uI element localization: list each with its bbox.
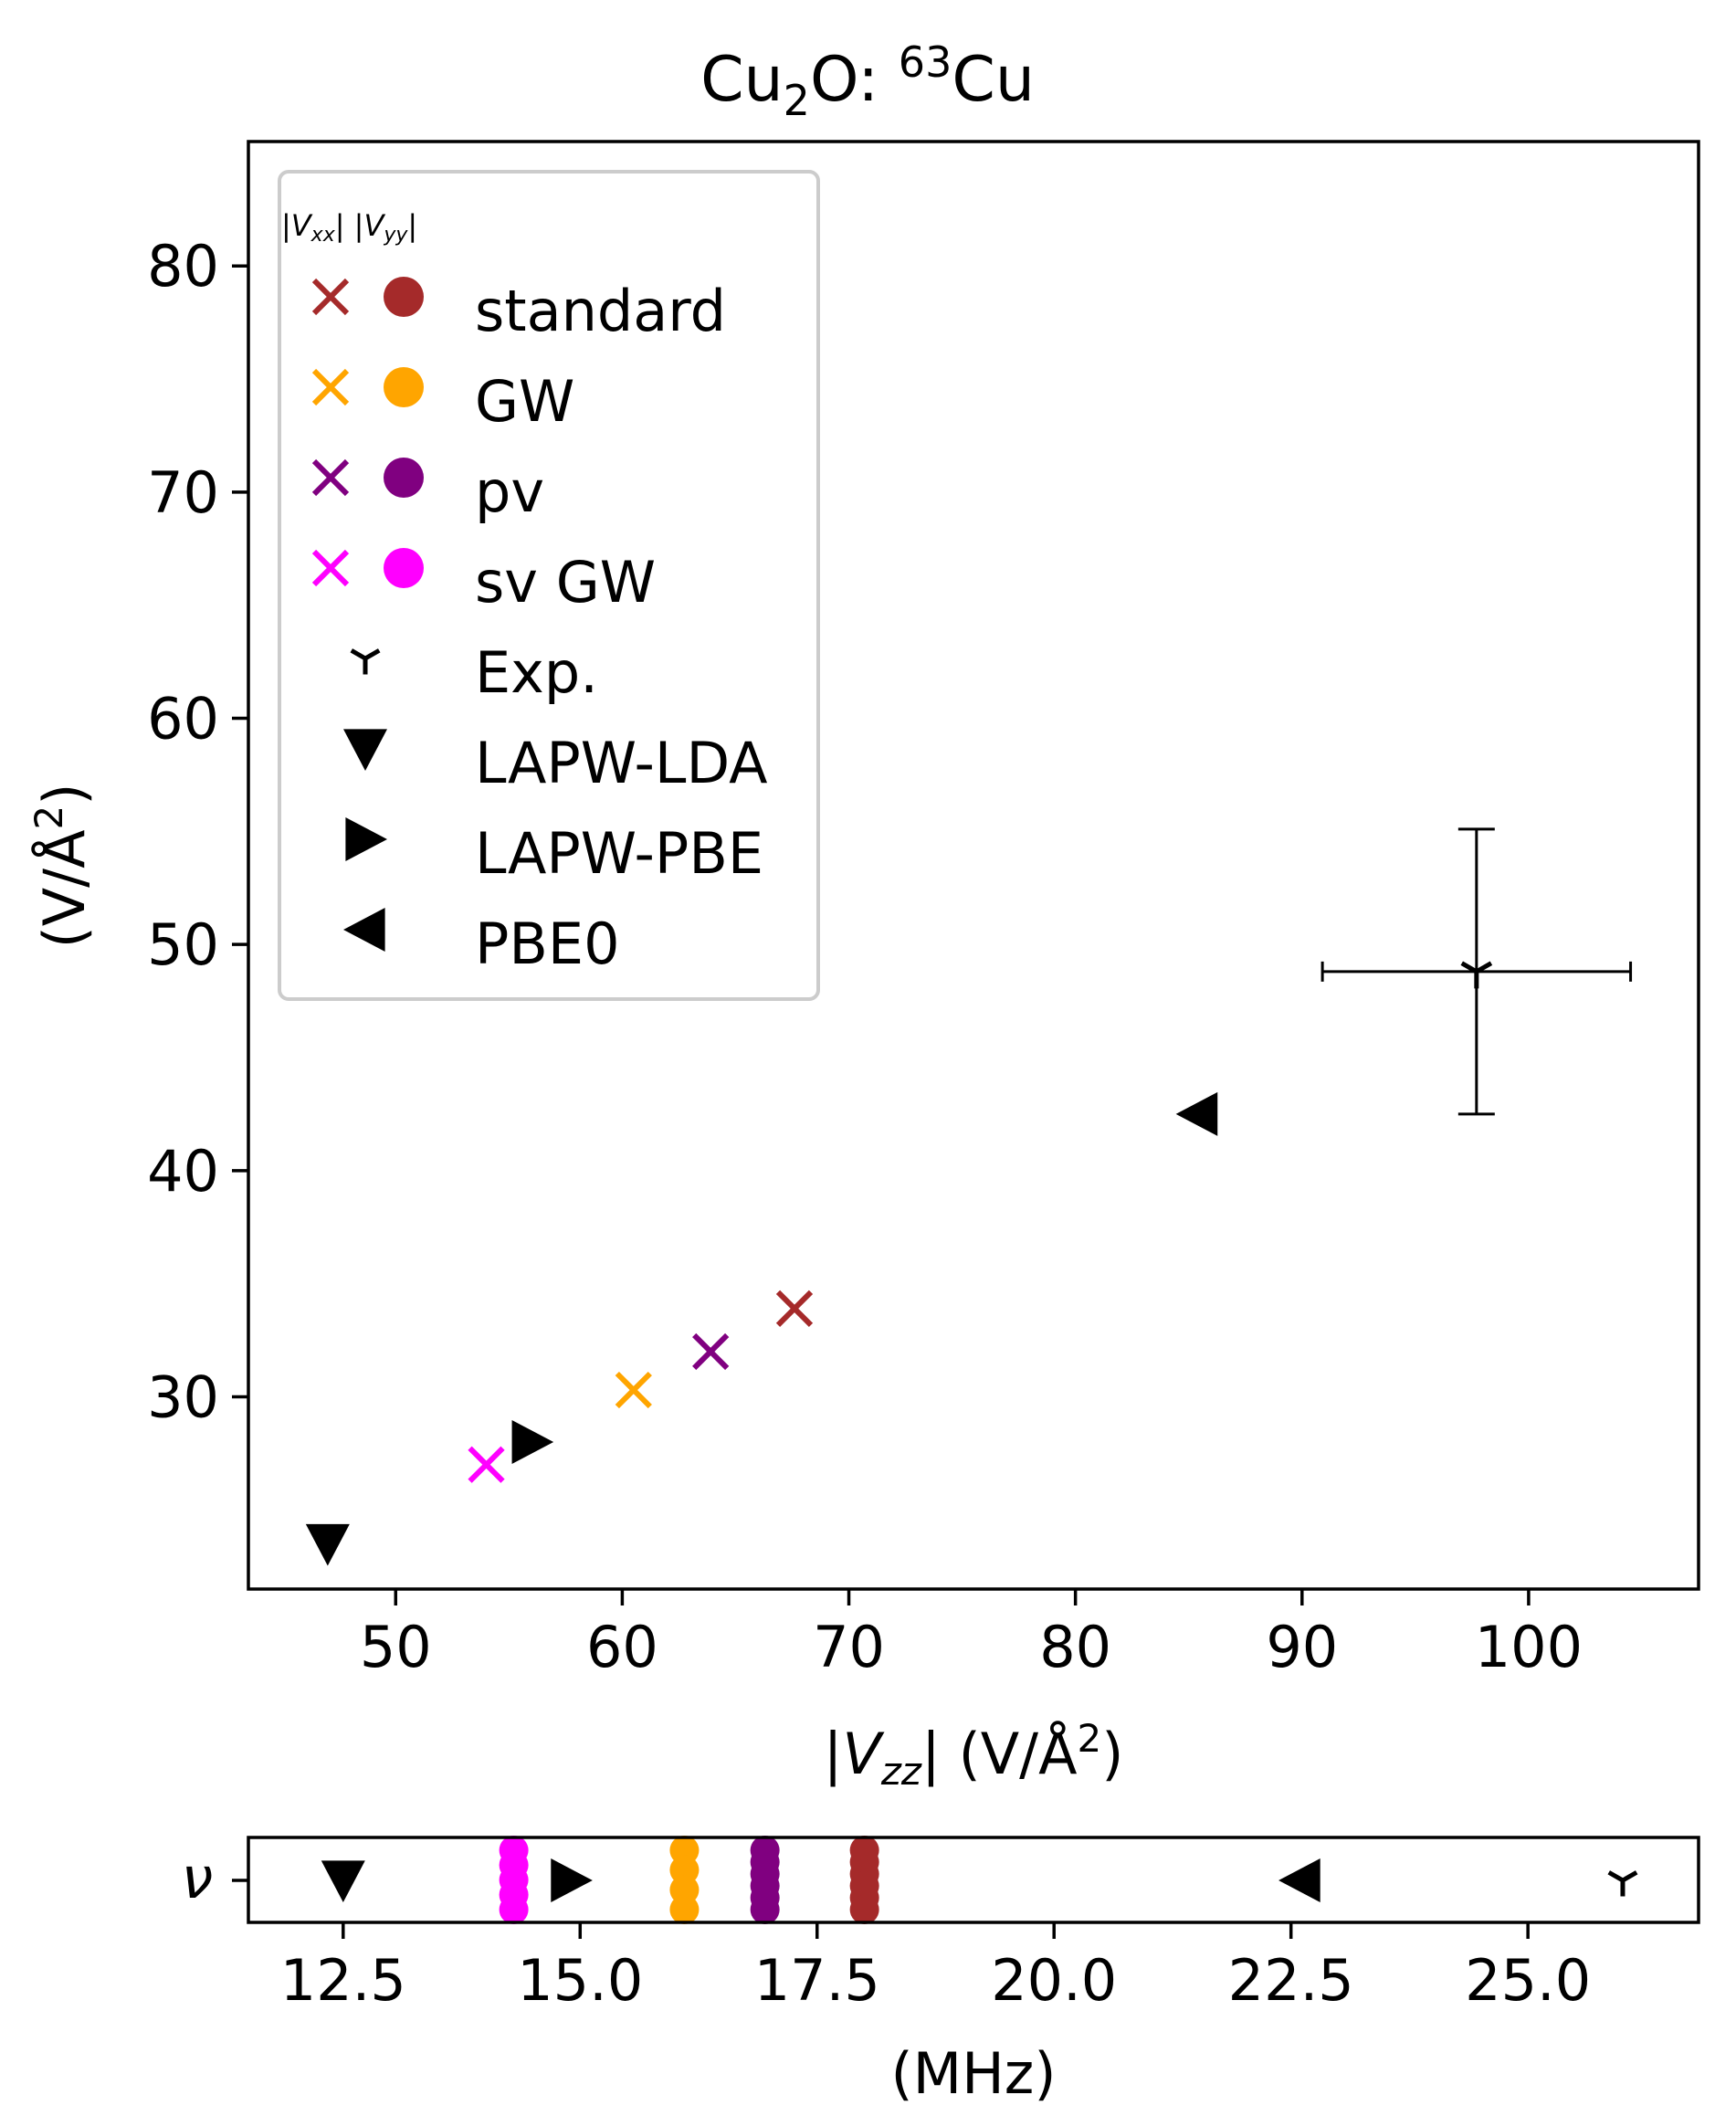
freq-x-tick-label-0: 12.5 [280, 1947, 406, 2014]
point-lapw-pbe-0 [511, 1420, 554, 1465]
main-x-axis-label: |Vzz| (V/Å2) [824, 1716, 1124, 1794]
freq-point-pbe0-0 [1278, 1858, 1320, 1902]
frequency-x-axis-label: (MHz) [890, 2040, 1056, 2107]
y-tick-label-30: 30 [147, 1363, 219, 1430]
legend-label-lapw-lda: LAPW-LDA [475, 730, 768, 796]
main-plot-markers [305, 827, 1633, 1566]
legend-label-exp: Exp. [475, 639, 598, 706]
freq-x-tick-label-1: 15.0 [517, 1947, 643, 2014]
point-gw-0 [615, 1371, 652, 1409]
x-tick-label-80: 80 [1039, 1614, 1111, 1680]
legend-marker-sv-gw-x [311, 549, 350, 587]
x-tick-label-60: 60 [586, 1614, 658, 1680]
legend-marker-pbe0 [343, 908, 385, 952]
freq-point-exp-0 [1607, 1870, 1638, 1897]
point-sv-gw-0 [468, 1446, 505, 1483]
freq-point-lapw-pbe-0 [551, 1858, 593, 1902]
legend-marker-gw-x [311, 368, 350, 406]
main-axis-ticks: 50 60 70 80 90 100 30 40 50 60 70 80 [147, 233, 1583, 1680]
freq-point-standard-5 [849, 1895, 879, 1924]
frequency-y-axis-label: ν [182, 1845, 214, 1911]
legend-marker-lapw-lda [343, 729, 387, 771]
freq-x-tick-label-2: 17.5 [754, 1947, 880, 2014]
x-tick-label-50: 50 [360, 1614, 432, 1680]
legend-marker-gw-dot [384, 367, 424, 407]
legend-label-lapw-pbe: LAPW-PBE [475, 820, 763, 887]
y-tick-label-60: 60 [147, 686, 219, 753]
frequency-plot-frame [247, 1836, 1700, 1924]
frequency-axis-ticks: 12.5 15.0 17.5 20.0 22.5 25.0 [232, 1879, 1591, 2014]
legend-marker-pv-x [311, 458, 350, 497]
y-tick-label-40: 40 [147, 1138, 219, 1205]
y-tick-label-50: 50 [147, 911, 219, 978]
legend: |Vxx| |Vyy| standard GW pv sv GW Exp. LA… [278, 170, 820, 1001]
main-plot-frame [247, 140, 1700, 1591]
freq-point-lapw-lda-0 [321, 1860, 365, 1902]
y-tick-label-80: 80 [147, 233, 219, 300]
legend-label-sv-gw: sv GW [475, 549, 656, 616]
y-tick-label-70: 70 [147, 459, 219, 526]
legend-title: |Vxx| |Vyy| [281, 208, 417, 247]
legend-marker-standard-x [311, 278, 350, 316]
point-exp-0 [1460, 961, 1493, 989]
freq-x-tick-label-5: 25.0 [1465, 1947, 1591, 2014]
main-y-axis-label: (V/Å2) [26, 784, 98, 949]
x-tick-label-90: 90 [1266, 1614, 1338, 1680]
freq-x-tick-label-4: 22.5 [1228, 1947, 1354, 2014]
legend-marker-standard-dot [384, 277, 424, 317]
frequency-plot-markers [321, 1836, 1638, 1924]
freq-point-gw-3 [669, 1895, 700, 1924]
legend-marker-lapw-pbe [345, 817, 387, 861]
point-pv-0 [692, 1332, 730, 1371]
legend-label-pv: pv [475, 458, 544, 525]
legend-marker-sv-gw-dot [384, 548, 424, 588]
legend-markers [311, 277, 424, 952]
legend-label-pbe0: PBE0 [475, 911, 620, 977]
chart-title: Cu2O: 63Cu [700, 37, 1035, 125]
freq-point-pv-5 [750, 1895, 780, 1924]
legend-label-gw: GW [475, 368, 574, 435]
legend-label-standard: standard [475, 278, 726, 344]
x-tick-label-70: 70 [813, 1614, 885, 1680]
legend-marker-exp [350, 648, 381, 675]
freq-point-sv-gw-4 [499, 1895, 529, 1924]
legend-marker-pv-dot [384, 458, 424, 498]
point-standard-0 [775, 1290, 814, 1328]
point-pbe0-0 [1175, 1091, 1218, 1136]
point-lapw-lda-0 [305, 1523, 350, 1566]
freq-x-tick-label-3: 20.0 [991, 1947, 1117, 2014]
x-tick-label-100: 100 [1475, 1614, 1583, 1680]
